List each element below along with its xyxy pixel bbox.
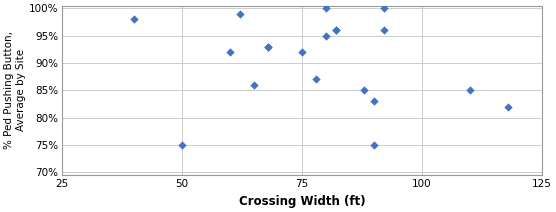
Point (379, 7, 388, 10)
Point (264, 45, 273, 48)
Point (297, 50, 306, 54)
Point (331, 28, 340, 32)
Point (360, 89, 369, 92)
Point (178, 143, 187, 147)
Point (130, 18, 138, 21)
Point (321, 34, 330, 37)
Point (226, 50, 235, 54)
Point (331, 28, 340, 32)
Point (250, 83, 259, 86)
Point (370, 143, 379, 147)
Point (370, 100, 379, 103)
Y-axis label: % Ped Pushing Button,
Average by Site: % Ped Pushing Button, Average by Site (4, 31, 26, 149)
X-axis label: Crossing Width (ft): Crossing Width (ft) (239, 195, 365, 208)
Point (264, 45, 273, 48)
Point (235, 12, 244, 15)
Point (312, 78, 321, 81)
Point (504, 105, 513, 108)
Point (321, 7, 330, 10)
Point (465, 89, 474, 92)
Point (379, 28, 388, 32)
